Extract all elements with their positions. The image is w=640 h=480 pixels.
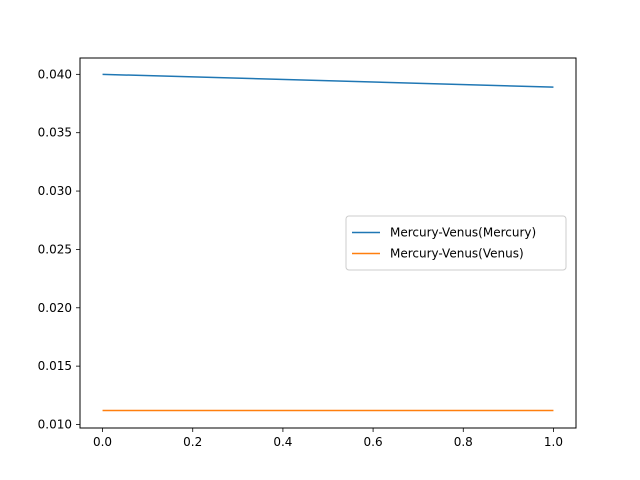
x-tick-label: 1.0 xyxy=(544,435,563,449)
x-tick-label: 0.8 xyxy=(454,435,473,449)
y-tick-label: 0.035 xyxy=(38,126,72,140)
legend-label-1: Mercury-Venus(Mercury) xyxy=(390,226,536,240)
series-layer xyxy=(102,73,554,412)
legend-label-2: Mercury-Venus(Venus) xyxy=(390,247,524,261)
y-tick-label: 0.040 xyxy=(38,67,72,81)
y-tick-label: 0.010 xyxy=(38,417,72,431)
legend-box xyxy=(345,215,567,271)
x-tick-label: 0.0 xyxy=(93,435,112,449)
series-line-1 xyxy=(102,73,554,88)
x-tick-label: 0.6 xyxy=(364,435,383,449)
legend: Mercury-Venus(Mercury) Mercury-Venus(Venu… xyxy=(345,215,567,271)
x-tick-label: 0.4 xyxy=(273,435,292,449)
y-axis: 0.010 0.015 0.020 0.025 0.030 0.035 0.040 xyxy=(38,67,80,431)
y-tick-label: 0.030 xyxy=(38,184,72,198)
y-tick-label: 0.025 xyxy=(38,242,72,256)
x-tick-label: 0.2 xyxy=(183,435,202,449)
y-tick-label: 0.015 xyxy=(38,359,72,373)
y-tick-label: 0.020 xyxy=(38,301,72,315)
x-axis: 0.0 0.2 0.4 0.6 0.8 1.0 xyxy=(93,428,563,449)
plot-area-frame xyxy=(79,57,577,429)
